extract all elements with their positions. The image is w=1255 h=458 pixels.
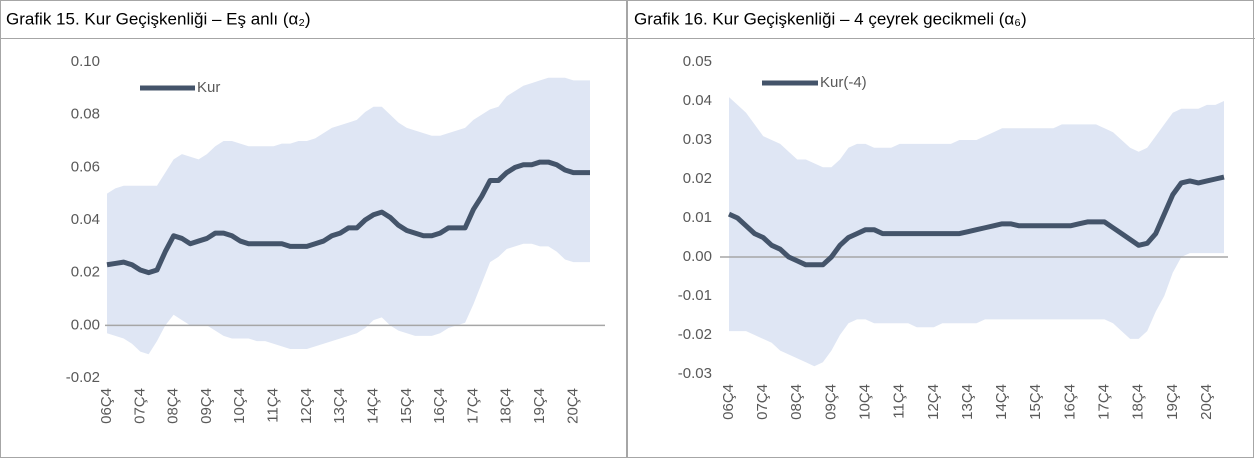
y-tick-label: 0.02 xyxy=(683,170,712,187)
y-tick-label: 0.06 xyxy=(71,158,100,175)
x-tick-label: 16Ç4 xyxy=(1061,384,1078,420)
x-tick-label: 09Ç4 xyxy=(198,388,215,424)
confidence-band xyxy=(107,77,590,355)
y-tick-label: 0.00 xyxy=(683,248,712,265)
series-line xyxy=(106,159,590,276)
x-tick-label: 07Ç4 xyxy=(754,384,771,420)
y-tick-label: 0.04 xyxy=(683,92,712,109)
y-tick-label: 0.08 xyxy=(71,106,100,123)
x-tick-label: 08Ç4 xyxy=(788,384,805,420)
x-tick-label: 16Ç4 xyxy=(431,388,448,424)
x-tick-label: 10Ç4 xyxy=(231,388,248,424)
y-tick-label: -0.01 xyxy=(678,287,712,304)
chart-title: Grafik 15. Kur Geçişkenliği – Eş anlı (α… xyxy=(6,9,311,28)
series-line xyxy=(727,174,1225,268)
y-tick-label: 0.05 xyxy=(683,53,712,70)
x-tick-label: 12Ç4 xyxy=(298,388,315,424)
y-tick-label: -0.02 xyxy=(66,369,100,386)
y-tick-label: 0.03 xyxy=(683,131,712,148)
x-tick-label: 14Ç4 xyxy=(364,388,381,424)
y-tick-label: 0.10 xyxy=(71,53,100,70)
x-tick-label: 10Ç4 xyxy=(857,384,874,420)
x-tick-label: 18Ç4 xyxy=(1130,384,1147,420)
x-tick-label: 19Ç4 xyxy=(531,388,548,424)
chart-title: Grafik 16. Kur Geçişkenliği – 4 çeyrek g… xyxy=(634,9,1027,28)
x-tick-label: 18Ç4 xyxy=(498,388,515,424)
x-tick-label: 09Ç4 xyxy=(822,384,839,420)
x-tick-label: 13Ç4 xyxy=(959,384,976,420)
x-tick-label: 06Ç4 xyxy=(720,384,737,420)
x-tick-label: 11Ç4 xyxy=(265,388,282,423)
x-tick-label: 17Ç4 xyxy=(1095,384,1112,420)
x-tick-label: 20Ç4 xyxy=(564,388,581,424)
x-tick-label: 15Ç4 xyxy=(1027,384,1044,420)
legend-label: Kur xyxy=(197,79,220,96)
y-tick-label: -0.02 xyxy=(678,326,712,343)
legend-label: Kur(-4) xyxy=(820,74,867,91)
x-tick-label: 08Ç4 xyxy=(165,388,182,424)
x-tick-label: 07Ç4 xyxy=(131,388,148,424)
x-tick-label: 20Ç4 xyxy=(1198,384,1215,420)
x-tick-label: 06Ç4 xyxy=(98,388,115,424)
x-tick-label: 15Ç4 xyxy=(398,388,415,424)
y-tick-label: 0.04 xyxy=(71,211,100,228)
y-tick-label: -0.03 xyxy=(678,365,712,382)
y-tick-label: 0.00 xyxy=(71,316,100,333)
y-tick-label: 0.02 xyxy=(71,264,100,281)
x-tick-label: 11Ç4 xyxy=(891,384,908,419)
x-tick-label: 17Ç4 xyxy=(464,388,481,424)
y-tick-label: 0.01 xyxy=(683,209,712,226)
x-tick-label: 19Ç4 xyxy=(1164,384,1181,420)
x-tick-label: 14Ç4 xyxy=(993,384,1010,420)
x-tick-label: 13Ç4 xyxy=(331,388,348,424)
x-tick-label: 12Ç4 xyxy=(925,384,942,420)
